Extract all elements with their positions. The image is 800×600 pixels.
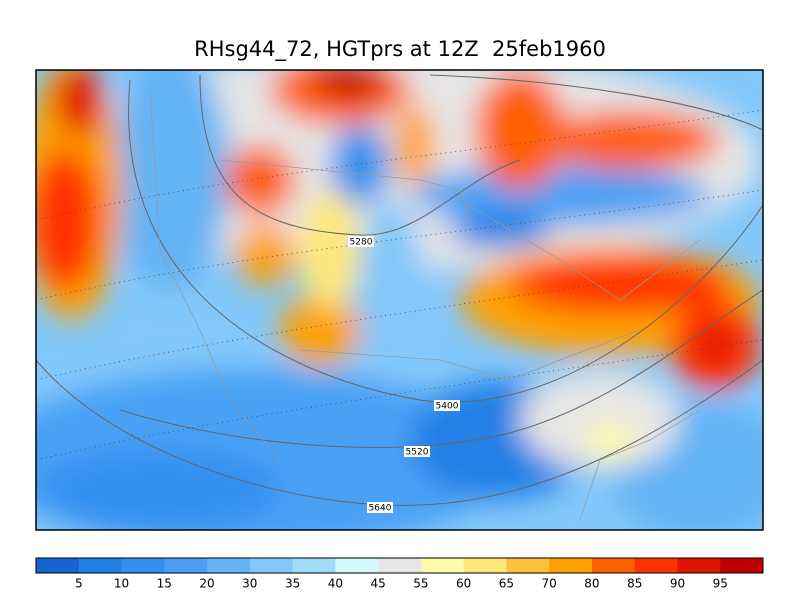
colorbar-swatch bbox=[420, 558, 465, 573]
colorbar-swatch bbox=[677, 558, 721, 573]
colorbar-swatch bbox=[378, 558, 422, 573]
colorbar-label: 30 bbox=[242, 577, 257, 591]
colorbar-label: 15 bbox=[157, 577, 172, 591]
colorbar-label: 65 bbox=[499, 577, 514, 591]
colorbar-swatch bbox=[121, 558, 165, 573]
colorbar-swatch bbox=[634, 558, 678, 573]
colorbar-label: 10 bbox=[114, 577, 129, 591]
colorbar-swatch bbox=[463, 558, 507, 573]
contour-label: 5640 bbox=[369, 504, 392, 514]
colorbar-label: 90 bbox=[670, 577, 685, 591]
colorbar-label: 55 bbox=[413, 577, 428, 591]
colorbar-label: 5 bbox=[75, 577, 83, 591]
colorbar-frame bbox=[35, 557, 764, 574]
contour-label: 5400 bbox=[436, 402, 459, 412]
colorbar-swatch bbox=[549, 558, 593, 573]
colorbar-label: 85 bbox=[627, 577, 642, 591]
colorbar-label: 20 bbox=[199, 577, 214, 591]
colorbar-swatch bbox=[591, 558, 636, 573]
contour-labels: 5280 5400 5520 5640 bbox=[348, 236, 460, 514]
colorbar: 5 10 15 20 30 35 40 45 55 60 65 70 80 85 90 95 bbox=[35, 557, 764, 591]
colorbar-swatch bbox=[506, 558, 550, 573]
colorbar-swatch bbox=[249, 558, 294, 573]
colorbar-swatch bbox=[720, 558, 764, 573]
colorbar-swatch bbox=[164, 558, 208, 573]
field bbox=[36, 70, 763, 530]
contour-label: 5280 bbox=[350, 238, 373, 248]
colorbar-label: 35 bbox=[285, 577, 300, 591]
colorbar-swatch bbox=[207, 558, 251, 573]
map-frame bbox=[35, 69, 764, 531]
colorbar-swatch bbox=[78, 558, 123, 573]
colorbar-label: 95 bbox=[713, 577, 728, 591]
contour-label: 5520 bbox=[406, 448, 429, 458]
colorbar-label: 40 bbox=[328, 577, 343, 591]
map-title: RHsg44_72, HGTprs at 12Z 25feb1960 bbox=[194, 37, 606, 62]
colorbar-swatch bbox=[335, 558, 379, 573]
colorbar-label: 80 bbox=[584, 577, 599, 591]
colorbar-swatch bbox=[36, 558, 80, 573]
colorbar-swatch bbox=[292, 558, 336, 573]
colorbar-label: 70 bbox=[542, 577, 557, 591]
colorbar-label: 45 bbox=[370, 577, 385, 591]
colorbar-label: 60 bbox=[456, 577, 471, 591]
